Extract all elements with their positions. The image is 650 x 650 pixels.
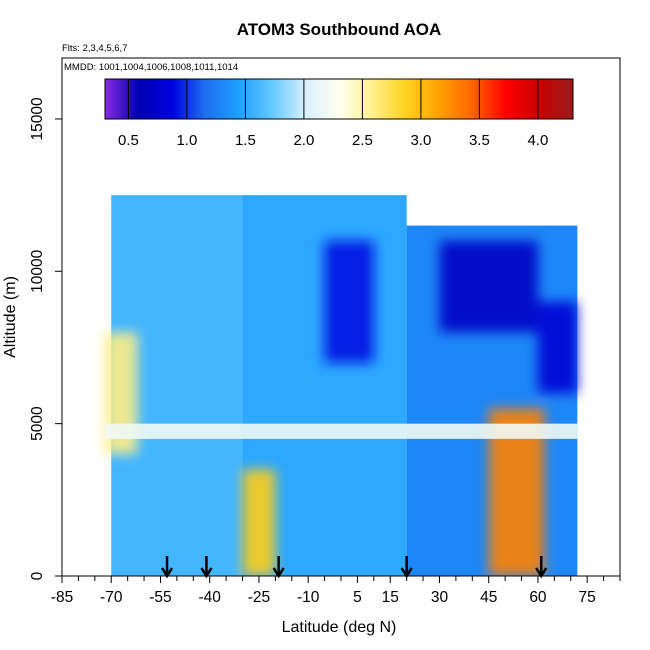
x-tick-label: 30 — [431, 589, 449, 606]
aoa-curtain — [104, 195, 578, 576]
y-tick-label: 15000 — [29, 97, 46, 140]
colorbar-fill — [105, 79, 573, 119]
colorbar-tick-label: 3.5 — [469, 132, 490, 149]
curtain-features — [104, 240, 578, 576]
profile-marker-arrow — [200, 556, 213, 579]
profile-marker-arrow — [400, 556, 413, 579]
x-tick-label: -85 — [51, 589, 73, 606]
colorbar-tick-label: 1.0 — [176, 132, 197, 149]
x-axis-tick-labels: -85 -70 -55 -40 -25 -10 5 15 30 45 60 75 — [51, 589, 596, 606]
x-axis: -85 -70 -55 -40 -25 -10 5 15 30 45 60 75 — [51, 575, 621, 606]
x-tick-label: 15 — [382, 589, 399, 606]
colorbar-tick-label: 2.5 — [352, 132, 373, 149]
colorbar: 0.5 1.0 1.5 2.0 2.5 3.0 3.5 4.0 — [104, 78, 574, 149]
colorbar-frame — [104, 78, 574, 120]
y-axis-ticks — [55, 118, 62, 577]
y-axis-label: Altitude (m) — [2, 276, 19, 358]
colorbar-tick-label: 4.0 — [527, 132, 548, 149]
x-tick-label: -10 — [297, 589, 320, 606]
heatmap-region — [324, 240, 374, 363]
curtain-bands — [104, 423, 578, 439]
y-axis-tick-labels: 0 5000 10000 15000 — [29, 97, 46, 580]
colorbar-tick-label: 0.5 — [118, 132, 139, 149]
profile-marker-arrow — [160, 556, 174, 579]
heatmap-region — [242, 469, 276, 576]
profile-marker-arrow — [535, 556, 548, 579]
x-axis-ticks — [61, 576, 621, 583]
colorbar-tick-label: 2.0 — [293, 132, 314, 149]
y-tick-label: 5000 — [29, 406, 46, 441]
mmdd-annotation: MMDD: 1001,1004,1006,1008,1011,1014 — [64, 62, 238, 73]
x-tick-label: -25 — [248, 589, 270, 606]
colorbar-tick-lines — [127, 79, 539, 119]
profile-marker-arrow — [272, 556, 285, 579]
chart-title: ATOM3 Southbound AOA — [237, 20, 442, 39]
colorbar-tick-labels: 0.5 1.0 1.5 2.0 2.5 3.0 3.5 4.0 — [118, 132, 548, 149]
y-axis: 0 5000 10000 15000 — [29, 58, 63, 580]
x-axis-label: Latitude (deg N) — [282, 619, 397, 636]
flights-annotation: Flts: 2,3,4,5,6,7 — [62, 43, 127, 54]
x-tick-label: -55 — [149, 589, 171, 606]
x-tick-label: -70 — [100, 589, 123, 606]
y-tick-label: 10000 — [29, 249, 46, 292]
heatmap-region — [104, 423, 578, 439]
colorbar-tick-label: 3.0 — [410, 132, 431, 149]
heatmap-region — [537, 301, 578, 394]
heatmap-region — [439, 240, 538, 333]
profile-markers — [160, 556, 548, 579]
y-tick-label: 0 — [29, 571, 46, 580]
x-tick-label: 75 — [579, 589, 596, 606]
x-tick-label: 5 — [353, 589, 362, 606]
colorbar-tick-label: 1.5 — [235, 132, 256, 149]
x-tick-label: 60 — [529, 589, 547, 606]
x-tick-label: 45 — [480, 589, 497, 606]
x-tick-label: -40 — [199, 589, 222, 606]
